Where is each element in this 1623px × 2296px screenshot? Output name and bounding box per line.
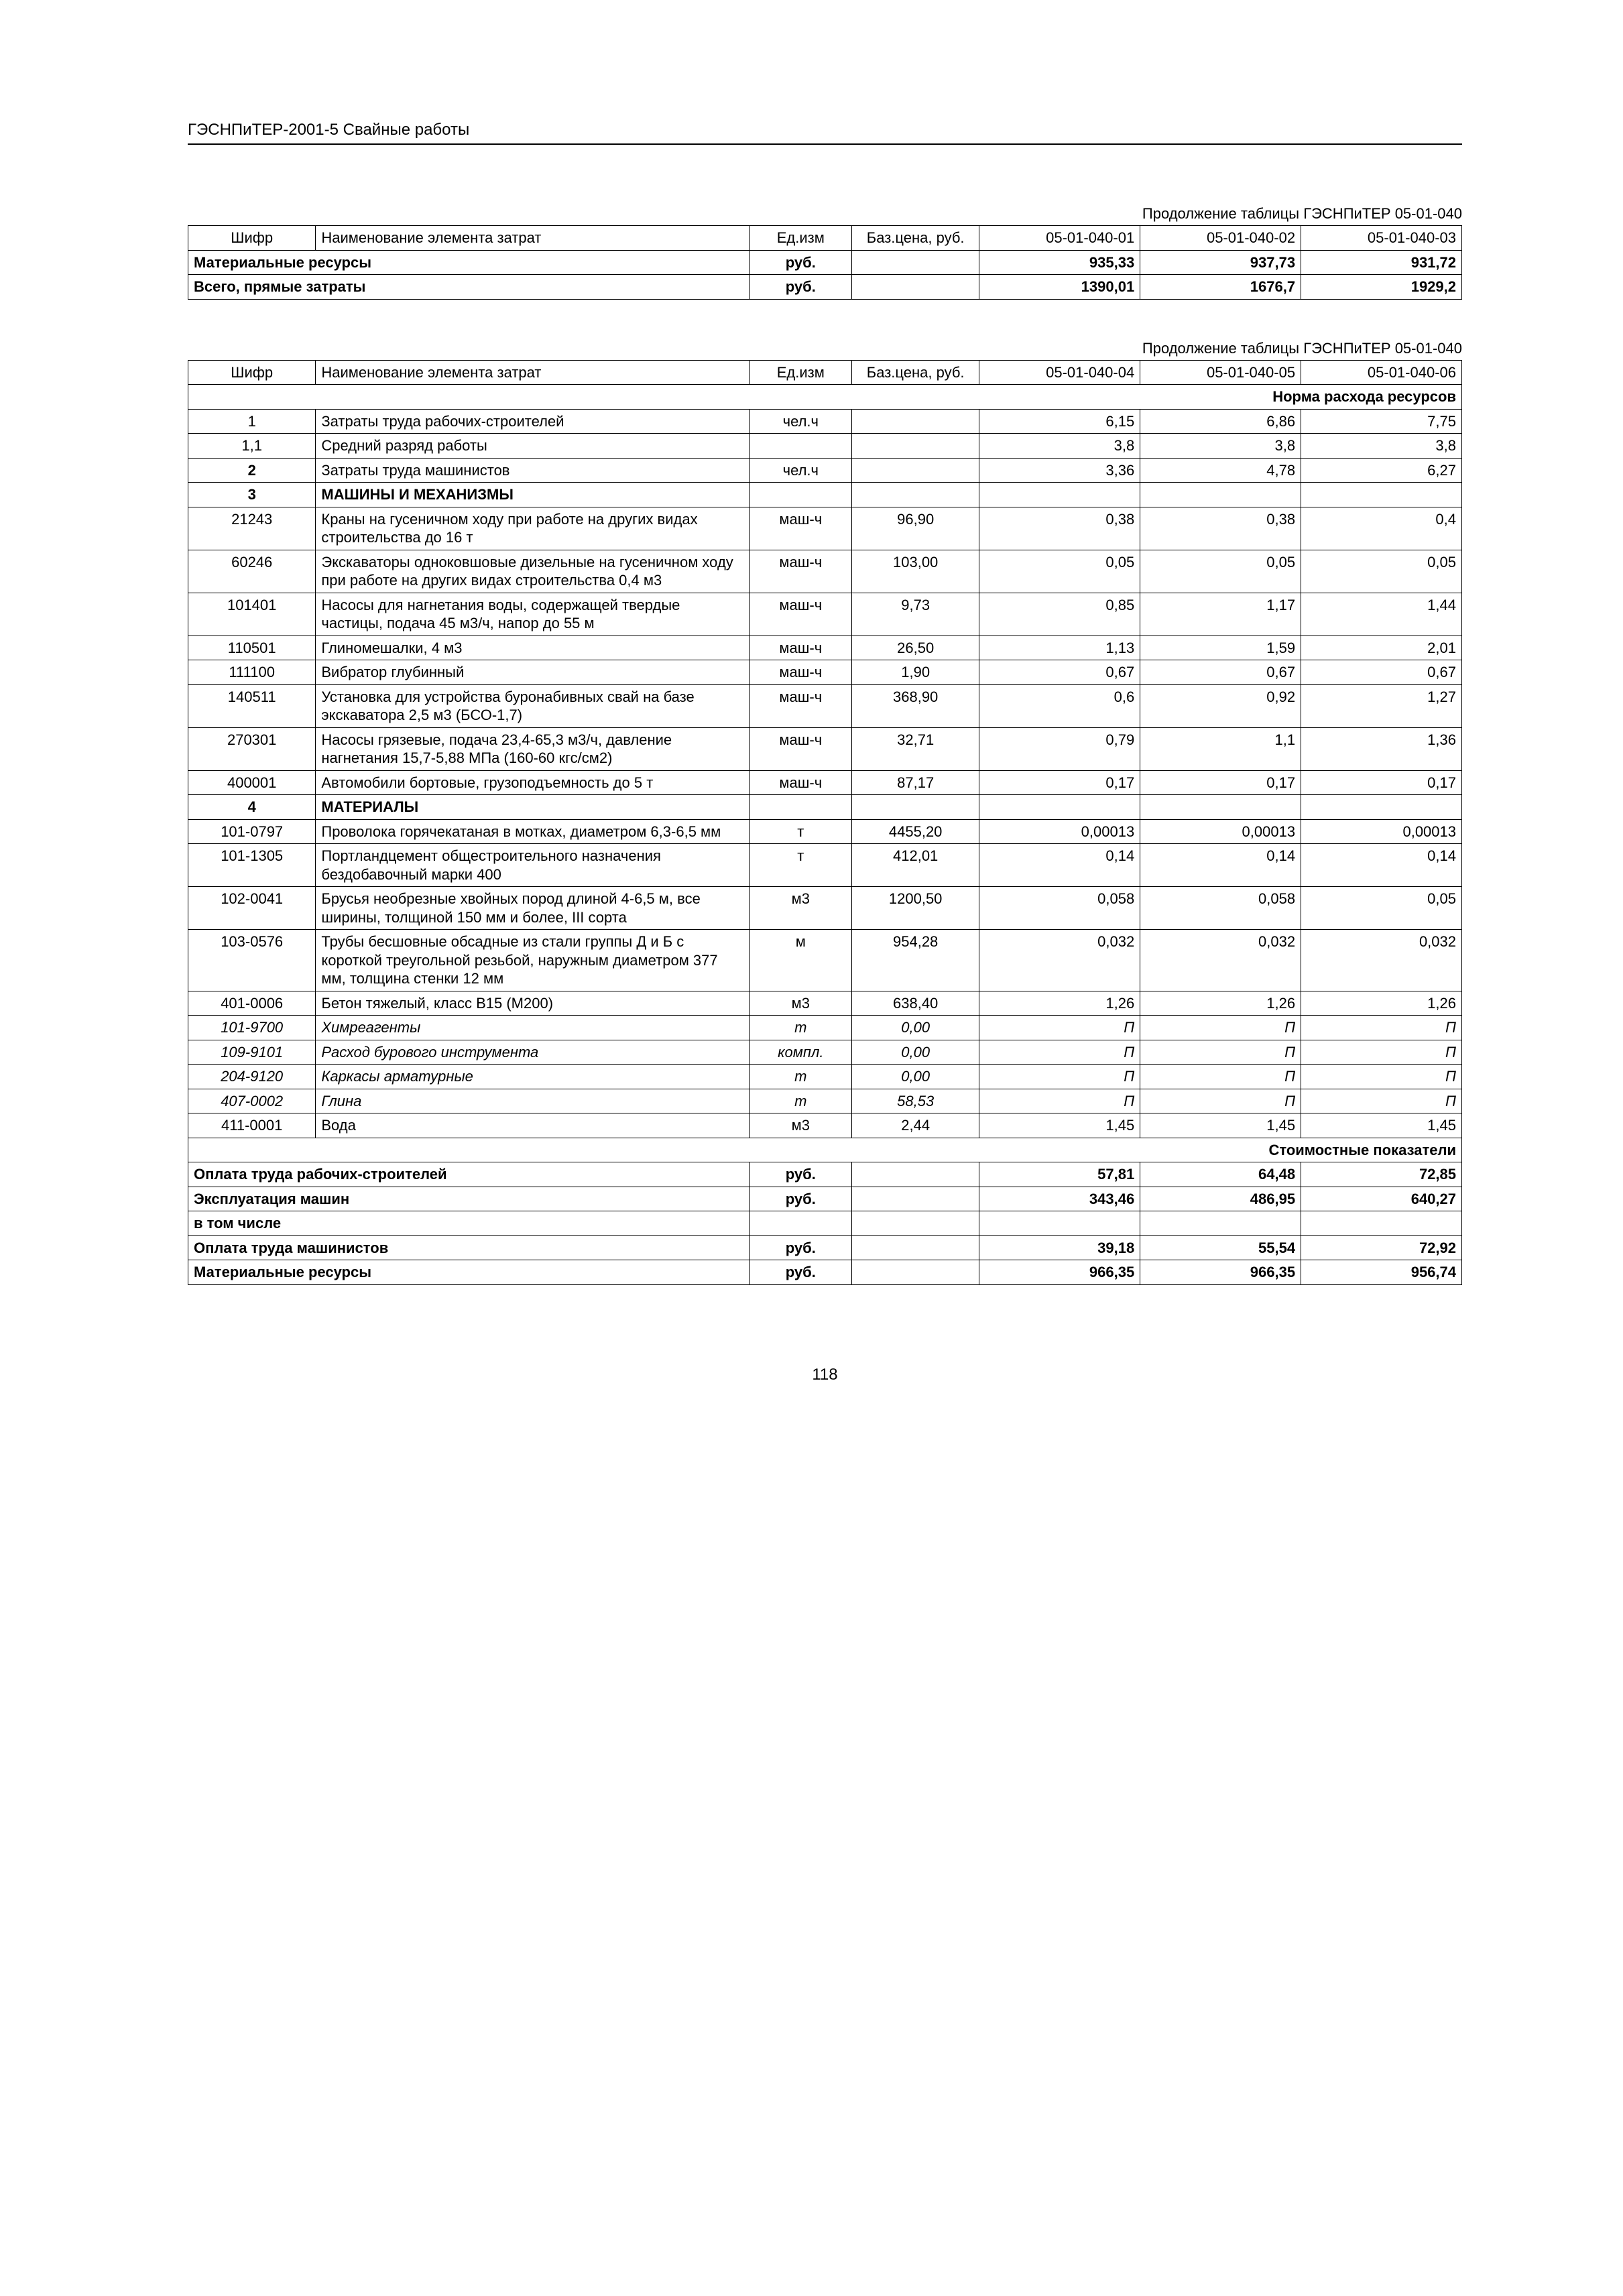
table-row: 1Затраты труда рабочих-строителейчел.ч6,…: [188, 409, 1462, 434]
col-v1: 05-01-040-01: [979, 226, 1140, 251]
table-row: 411-0001Водам32,441,451,451,45: [188, 1113, 1462, 1138]
col-v1: 05-01-040-04: [979, 360, 1140, 385]
col-v2: 05-01-040-02: [1140, 226, 1301, 251]
table-row: 204-9120Каркасы арматурныет0,00ППП: [188, 1065, 1462, 1089]
col-v2: 05-01-040-05: [1140, 360, 1301, 385]
table-row: 140511Установка для устройства буронабив…: [188, 684, 1462, 727]
table-row: 270301Насосы грязевые, подача 23,4-65,3 …: [188, 727, 1462, 770]
table-row: 1,1Средний разряд работы3,83,83,8: [188, 434, 1462, 459]
table-row: 400001Автомобили бортовые, грузоподъемно…: [188, 770, 1462, 795]
table-row: 103-0576Трубы бесшовные обсадные из стал…: [188, 930, 1462, 991]
section-norma: Норма расхода ресурсов: [188, 385, 1462, 410]
col-ed: Ед.изм: [749, 360, 851, 385]
page-header: ГЭСНПиТЕР-2001-5 Свайные работы: [188, 121, 1462, 145]
col-name: Наименование элемента затрат: [316, 226, 749, 251]
table-row: 111100Вибратор глубинныймаш-ч1,900,670,6…: [188, 660, 1462, 685]
table-row: 21243Краны на гусеничном ходу при работе…: [188, 507, 1462, 550]
col-baz: Баз.цена, руб.: [851, 226, 979, 251]
section-cost: Стоимостные показатели: [188, 1138, 1462, 1162]
col-v3: 05-01-040-06: [1301, 360, 1462, 385]
col-shifr: Шифр: [188, 226, 316, 251]
table-row: Оплата труда рабочих-строителейруб.57,81…: [188, 1162, 1462, 1187]
table-row: 101401Насосы для нагнетания воды, содерж…: [188, 593, 1462, 636]
table-row: 109-9101Расход бурового инструментакомпл…: [188, 1040, 1462, 1065]
table-row: 60246Экскаваторы одноковшовые дизельные …: [188, 550, 1462, 593]
col-shifr: Шифр: [188, 360, 316, 385]
table-row: 101-0797Проволока горячекатаная в мотках…: [188, 819, 1462, 844]
main-table-2: Шифр Наименование элемента затрат Ед.изм…: [188, 360, 1462, 1285]
table-row: 110501Глиномешалки, 4 м3маш-ч26,501,131,…: [188, 636, 1462, 660]
table-row: 401-0006Бетон тяжелый, класс В15 (М200)м…: [188, 991, 1462, 1016]
table-row: Материальные ресурсыруб.966,35966,35956,…: [188, 1260, 1462, 1285]
col-ed: Ед.изм: [749, 226, 851, 251]
table-row: 101-9700Химреагентыт0,00ППП: [188, 1016, 1462, 1040]
table-row: 101-1305Портландцемент общестроительного…: [188, 844, 1462, 887]
table-row: Эксплуатация машинруб.343,46486,95640,27: [188, 1187, 1462, 1211]
summary-table-1: Шифр Наименование элемента затрат Ед.изм…: [188, 225, 1462, 300]
col-baz: Баз.цена, руб.: [851, 360, 979, 385]
table-row: 3МАШИНЫ И МЕХАНИЗМЫ: [188, 483, 1462, 507]
col-v3: 05-01-040-03: [1301, 226, 1462, 251]
table-row: 4МАТЕРИАЛЫ: [188, 795, 1462, 820]
table-row: Всего, прямые затратыруб.1390,011676,719…: [188, 275, 1462, 300]
table-row: в том числе: [188, 1211, 1462, 1236]
continuation-caption-2: Продолжение таблицы ГЭСНПиТЕР 05-01-040: [188, 340, 1462, 357]
page-number: 118: [188, 1366, 1462, 1384]
continuation-caption-1: Продолжение таблицы ГЭСНПиТЕР 05-01-040: [188, 205, 1462, 223]
table-row: 2Затраты труда машинистовчел.ч3,364,786,…: [188, 458, 1462, 483]
table-row: Оплата труда машинистовруб.39,1855,5472,…: [188, 1235, 1462, 1260]
table-row: Материальные ресурсыруб.935,33937,73931,…: [188, 250, 1462, 275]
table-row: 102-0041Брусья необрезные хвойных пород …: [188, 887, 1462, 930]
table-row: 407-0002Глинат58,53ППП: [188, 1089, 1462, 1113]
col-name: Наименование элемента затрат: [316, 360, 749, 385]
